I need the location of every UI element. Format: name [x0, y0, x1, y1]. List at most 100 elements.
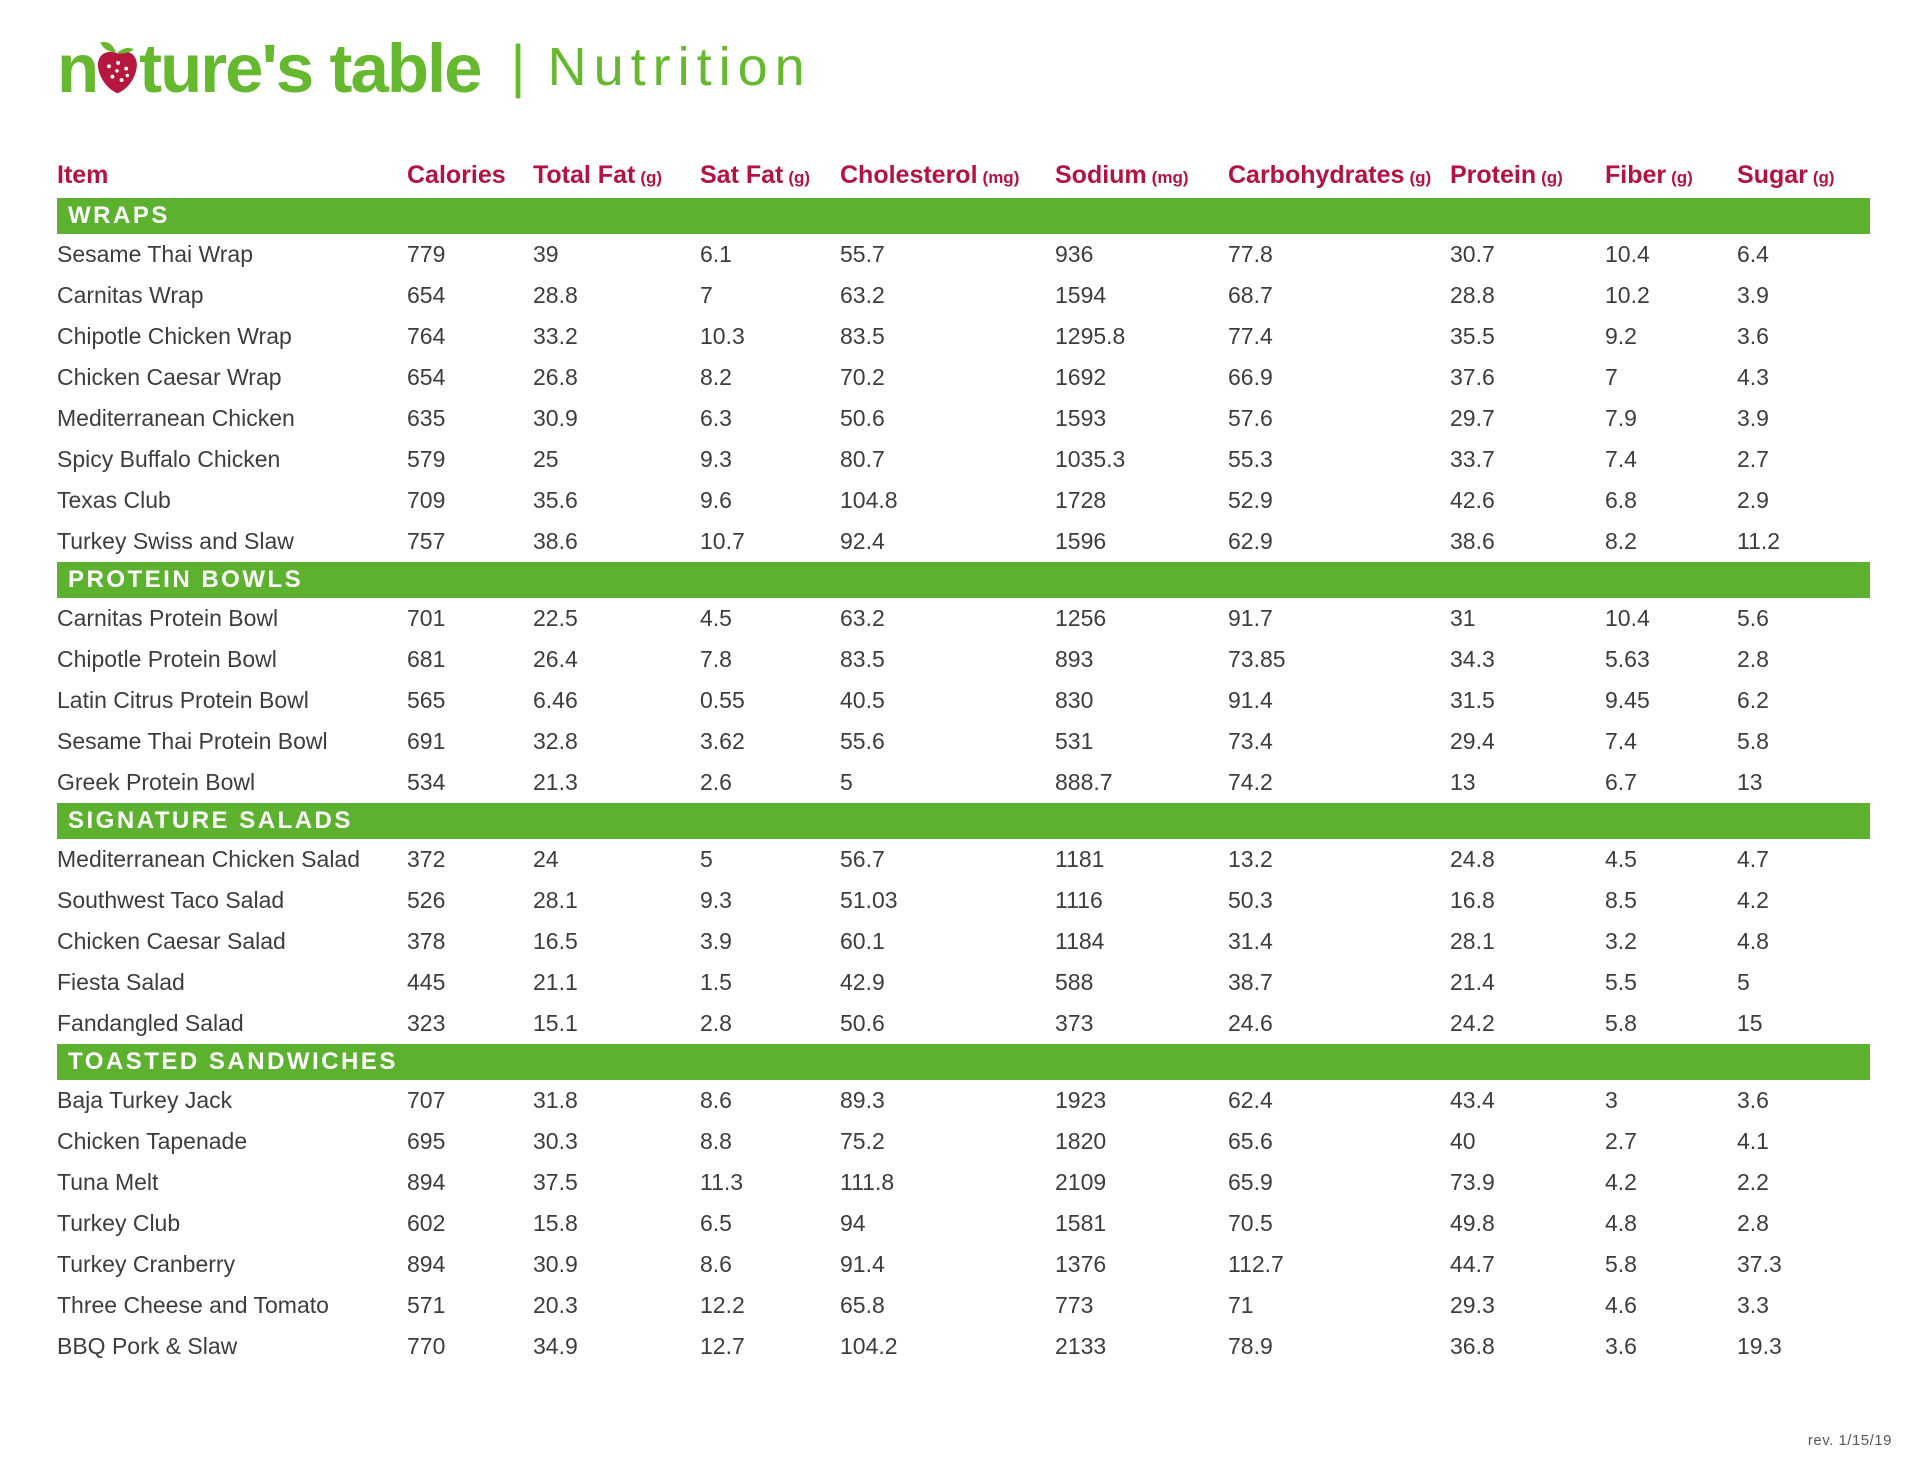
- value-calories: 770: [407, 1333, 446, 1359]
- value-calories: 378: [407, 928, 446, 954]
- item-name: Chicken Caesar Salad: [57, 928, 286, 954]
- item-name: Fiesta Salad: [57, 969, 185, 995]
- value-sat-fat: 2.8: [700, 1010, 732, 1036]
- item-name: Turkey Swiss and Slaw: [57, 528, 294, 554]
- value-total-fat: 38.6: [533, 528, 578, 554]
- table-row: Chipotle Chicken Wrap 764 33.2 10.3 83.5 1295…: [57, 316, 1870, 357]
- value-calories: 779: [407, 241, 446, 267]
- item-name: Fandangled Salad: [57, 1010, 244, 1036]
- value-cholesterol: 89.3: [840, 1087, 885, 1113]
- value-cholesterol: 42.9: [840, 969, 885, 995]
- table-row: Sesame Thai Protein Bowl 691 32.8 3.62 55.6 5…: [57, 721, 1870, 762]
- column-unit: (g): [640, 168, 663, 187]
- value-sugar: 6.4: [1737, 241, 1769, 267]
- value-protein: 43.4: [1450, 1087, 1495, 1113]
- value-fiber: 7: [1605, 364, 1618, 390]
- value-total-fat: 26.4: [533, 646, 578, 672]
- value-total-fat: 28.8: [533, 282, 578, 308]
- item-name: Spicy Buffalo Chicken: [57, 446, 281, 472]
- value-sodium: 1116: [1055, 887, 1103, 913]
- table-row: Fandangled Salad 323 15.1 2.8 50.6 373 24.6 24.…: [57, 1003, 1870, 1044]
- brand-wordmark-prefix: n: [57, 30, 99, 107]
- value-sat-fat: 7.8: [700, 646, 732, 672]
- value-sugar: 2.9: [1737, 487, 1769, 513]
- value-cholesterol: 55.6: [840, 728, 885, 754]
- table-row: Texas Club 709 35.6 9.6 104.8 1728 52.9 42.6 6.8…: [57, 480, 1870, 521]
- table-row: Mediterranean Chicken Salad 372 24 5 56.7 118…: [57, 839, 1870, 880]
- table-row: Greek Protein Bowl 534 21.3 2.6 5 888.7 74.2 13…: [57, 762, 1870, 803]
- value-sat-fat: 8.6: [700, 1087, 732, 1113]
- value-fiber: 10.2: [1605, 282, 1650, 308]
- value-sugar: 4.1: [1737, 1128, 1769, 1154]
- value-carbohydrates: 52.9: [1228, 487, 1273, 513]
- value-cholesterol: 50.6: [840, 405, 885, 431]
- item-name: Latin Citrus Protein Bowl: [57, 687, 309, 713]
- column-unit: (g): [1812, 168, 1835, 187]
- value-carbohydrates: 57.6: [1228, 405, 1273, 431]
- value-total-fat: 6.46: [533, 687, 578, 713]
- value-sat-fat: 0.55: [700, 687, 745, 713]
- value-sat-fat: 2.6: [700, 769, 732, 795]
- value-sugar: 13: [1737, 769, 1763, 795]
- value-protein: 28.1: [1450, 928, 1495, 954]
- value-fiber: 8.2: [1605, 528, 1637, 554]
- value-sat-fat: 12.7: [700, 1333, 745, 1359]
- value-sodium: 1728: [1055, 487, 1107, 513]
- value-protein: 31: [1450, 605, 1476, 631]
- value-total-fat: 15.1: [533, 1010, 578, 1036]
- value-sugar: 5: [1737, 969, 1750, 995]
- value-carbohydrates: 71: [1228, 1292, 1254, 1318]
- value-sat-fat: 9.6: [700, 487, 732, 513]
- value-sodium: 373: [1055, 1010, 1094, 1036]
- table-row: Baja Turkey Jack 707 31.8 8.6 89.3 1923 62.4 43…: [57, 1080, 1870, 1121]
- item-name: Turkey Cranberry: [57, 1251, 236, 1277]
- value-carbohydrates: 50.3: [1228, 887, 1273, 913]
- value-cholesterol: 92.4: [840, 528, 885, 554]
- value-cholesterol: 5: [840, 769, 853, 795]
- table-row: Turkey Swiss and Slaw 757 38.6 10.7 92.4 1596…: [57, 521, 1870, 562]
- value-protein: 29.3: [1450, 1292, 1495, 1318]
- value-total-fat: 21.1: [533, 969, 578, 995]
- value-carbohydrates: 73.85: [1228, 646, 1286, 672]
- value-sugar: 5.8: [1737, 728, 1769, 754]
- table-row: Sesame Thai Wrap 779 39 6.1 55.7 936 77.8 30.7 1…: [57, 234, 1870, 275]
- column-header-sugar: Sugar (g): [1737, 161, 1835, 189]
- value-protein: 24.2: [1450, 1010, 1495, 1036]
- value-sodium: 1593: [1055, 405, 1107, 431]
- table-row: Carnitas Wrap 654 28.8 7 63.2 1594 68.7 28.8 10.…: [57, 275, 1870, 316]
- item-name: Texas Club: [57, 487, 171, 513]
- value-cholesterol: 55.7: [840, 241, 885, 267]
- column-header-calories: Calories: [407, 161, 506, 189]
- value-carbohydrates: 91.4: [1228, 687, 1273, 713]
- value-total-fat: 35.6: [533, 487, 578, 513]
- value-total-fat: 15.8: [533, 1210, 578, 1236]
- value-calories: 894: [407, 1169, 446, 1195]
- value-fiber: 8.5: [1605, 887, 1637, 913]
- value-sodium: 893: [1055, 646, 1094, 672]
- value-cholesterol: 104.8: [840, 487, 898, 513]
- value-sugar: 3.9: [1737, 405, 1769, 431]
- column-unit: (mg): [1151, 168, 1189, 187]
- value-calories: 602: [407, 1210, 446, 1236]
- value-sodium: 588: [1055, 969, 1094, 995]
- value-sodium: 2109: [1055, 1169, 1107, 1195]
- column-header-fiber: Fiber (g): [1605, 161, 1693, 189]
- value-calories: 565: [407, 687, 446, 713]
- value-total-fat: 20.3: [533, 1292, 578, 1318]
- value-total-fat: 28.1: [533, 887, 578, 913]
- value-protein: 35.5: [1450, 323, 1495, 349]
- value-sodium: 773: [1055, 1292, 1094, 1318]
- value-total-fat: 25: [533, 446, 559, 472]
- value-calories: 372: [407, 846, 446, 872]
- value-protein: 36.8: [1450, 1333, 1495, 1359]
- table-row: Tuna Melt 894 37.5 11.3 111.8 2109 65.9 73.9 4.2…: [57, 1162, 1870, 1203]
- column-unit: (mg): [982, 168, 1020, 187]
- item-name: Chipotle Chicken Wrap: [57, 323, 292, 349]
- value-sugar: 15: [1737, 1010, 1763, 1036]
- value-sugar: 2.7: [1737, 446, 1769, 472]
- value-sodium: 1181: [1055, 846, 1105, 872]
- value-total-fat: 39: [533, 241, 559, 267]
- item-name: Carnitas Protein Bowl: [57, 605, 279, 631]
- value-protein: 24.8: [1450, 846, 1495, 872]
- value-sat-fat: 4.5: [700, 605, 732, 631]
